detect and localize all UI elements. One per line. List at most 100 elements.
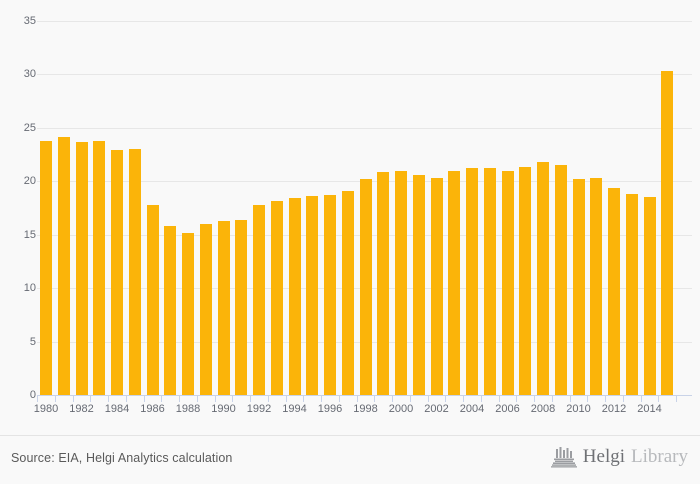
x-axis-tick-label: 1992 <box>246 403 272 415</box>
brand-name-primary: Helgi <box>582 446 626 467</box>
bar[interactable] <box>572 179 585 395</box>
bar[interactable] <box>253 204 265 395</box>
bar[interactable] <box>466 168 478 395</box>
bar[interactable] <box>377 171 390 395</box>
x-axis-tick-mark <box>232 396 234 402</box>
x-axis-tick-mark <box>338 396 340 402</box>
y-axis-tick-label: 30 <box>23 68 36 81</box>
bar[interactable] <box>608 187 620 395</box>
bar[interactable] <box>625 194 638 395</box>
bar[interactable] <box>395 170 407 395</box>
helgi-library-logo[interactable]: Helgi Library <box>550 446 688 468</box>
x-axis-tick-mark <box>569 396 571 402</box>
bar[interactable] <box>537 162 549 395</box>
x-axis-tick-mark <box>480 396 482 402</box>
library-building-icon <box>550 447 577 468</box>
gridline <box>37 21 692 22</box>
chart-footer: Source: EIA, Helgi Analytics calculation… <box>0 435 700 484</box>
y-axis-tick-label: 5 <box>29 335 36 348</box>
y-axis-tick-label: 10 <box>23 282 36 295</box>
bar[interactable] <box>40 140 52 395</box>
bar[interactable] <box>111 150 123 395</box>
x-axis-tick-mark <box>658 396 660 402</box>
x-axis-tick-label: 2010 <box>566 403 591 415</box>
brand-name-secondary: Library <box>631 446 688 467</box>
bar[interactable] <box>164 226 177 395</box>
x-axis-tick-mark <box>285 396 287 402</box>
x-axis-tick-label: 1984 <box>104 403 130 415</box>
bar[interactable] <box>199 224 212 395</box>
bar[interactable] <box>501 170 514 395</box>
x-axis-tick-mark <box>196 396 198 402</box>
bar[interactable] <box>661 71 674 395</box>
x-axis-tick-mark <box>179 396 181 402</box>
x-axis-tick-mark <box>534 396 536 402</box>
bar[interactable] <box>430 178 443 395</box>
plot-area: 0 5 10 15 20 25 30 35 1980 1982 1984 1986 1988 1990 1… <box>23 15 692 415</box>
x-axis-tick-label: 1980 <box>33 403 59 415</box>
x-axis-tick-mark <box>605 396 607 402</box>
x-axis-tick-mark <box>427 396 429 402</box>
x-axis-tick-mark <box>108 396 110 402</box>
x-axis-tick-label: 1986 <box>140 403 165 415</box>
bar[interactable] <box>341 190 354 395</box>
x-axis-tick-mark <box>72 396 74 402</box>
bar[interactable] <box>448 170 461 395</box>
bar[interactable] <box>412 174 425 395</box>
x-axis-tick-mark <box>622 396 624 402</box>
bar[interactable] <box>93 140 106 395</box>
x-axis-tick-label: 1988 <box>175 403 201 415</box>
x-axis-tick-mark <box>587 396 589 402</box>
bar[interactable] <box>235 219 248 395</box>
bar[interactable] <box>306 196 319 395</box>
bar[interactable] <box>182 232 194 395</box>
x-axis-tick-label: 1982 <box>69 403 94 415</box>
bar[interactable] <box>57 137 70 395</box>
x-axis-tick-label: 2012 <box>601 403 627 415</box>
bar[interactable] <box>359 179 372 395</box>
bar[interactable] <box>75 141 88 395</box>
x-axis-tick-mark <box>125 396 127 402</box>
bar[interactable] <box>146 204 159 395</box>
x-axis-tick-mark <box>374 396 376 402</box>
bar[interactable] <box>519 167 532 395</box>
x-axis-tick-mark <box>54 396 56 402</box>
y-axis-tick-label: 35 <box>23 15 36 27</box>
bar[interactable] <box>554 165 567 395</box>
x-axis-tick-label: 2000 <box>388 403 414 415</box>
x-axis-tick-label: 2006 <box>495 403 520 415</box>
bar[interactable] <box>128 149 141 395</box>
x-axis-tick-label: 1996 <box>317 403 343 415</box>
x-axis-tick-label: 1998 <box>353 403 378 415</box>
x-axis-tick-mark <box>356 396 358 402</box>
x-axis-tick-mark <box>640 396 642 402</box>
bar[interactable] <box>270 200 283 395</box>
x-axis-tick-mark <box>676 396 678 402</box>
x-axis-tick-mark <box>551 396 553 402</box>
x-axis-tick-mark <box>37 396 39 402</box>
bar[interactable] <box>483 168 496 395</box>
gridline <box>37 127 692 129</box>
y-axis-tick-label: 20 <box>23 175 36 188</box>
y-axis-tick-label: 15 <box>23 228 36 241</box>
x-axis-tick-label: 2008 <box>530 403 556 415</box>
x-axis-tick-label: 1990 <box>211 403 236 415</box>
x-axis-tick-mark <box>250 396 252 402</box>
x-axis-tick-mark <box>392 396 394 402</box>
x-axis-tick-mark <box>267 396 269 402</box>
x-axis-tick-mark <box>463 396 465 402</box>
x-axis-tick-mark <box>214 396 216 402</box>
bar[interactable] <box>288 198 301 395</box>
gridline <box>37 395 692 396</box>
x-axis-tick-label: 2004 <box>459 403 485 415</box>
x-axis-tick-mark <box>161 396 163 402</box>
bar[interactable] <box>217 220 230 395</box>
bar[interactable] <box>643 197 656 395</box>
y-axis-tick-label: 0 <box>29 389 36 401</box>
bar[interactable] <box>324 195 336 395</box>
x-axis-tick-mark <box>321 396 323 402</box>
y-axis-tick-label: 25 <box>23 121 36 134</box>
bar[interactable] <box>590 178 603 395</box>
x-axis-tick-mark <box>445 396 447 402</box>
